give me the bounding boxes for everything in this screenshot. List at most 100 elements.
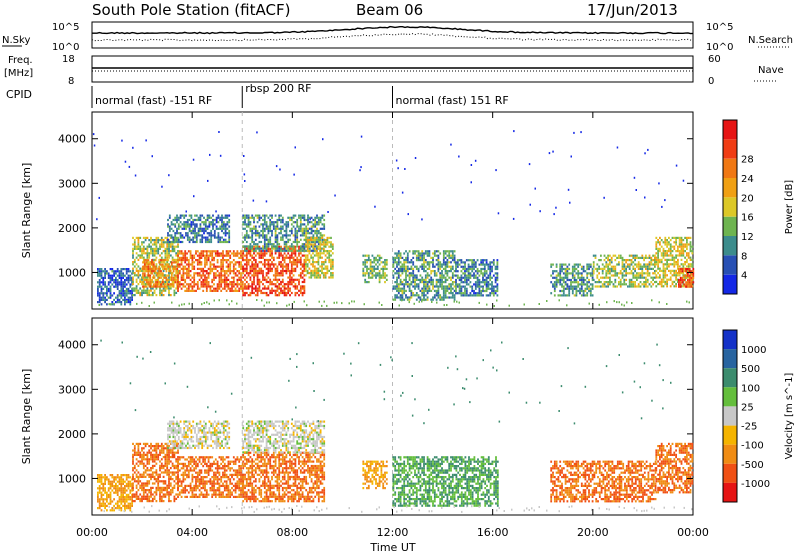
freq-label: Freq. [8,55,33,66]
colorbar-tick-0-4: 20 [741,193,754,204]
colorbar-tick-1-7: -1000 [741,479,770,490]
x-tick-6: 00:00 [677,526,709,539]
colorbar-tick-0-6: 28 [741,155,754,166]
freq-tick-high: 18 [62,54,75,65]
freq-panel: 18 8 60 0 [62,54,721,87]
colorbar-swatch-1-2 [723,368,737,388]
colorbar-label-1: Velocity [m s^-1] [784,373,795,460]
beam-label: Beam 06 [356,1,423,19]
echo-region-2 [167,420,231,450]
echo-region-4 [177,250,244,292]
echo-region-6 [362,460,388,490]
echo-region-4 [242,451,326,503]
colorbar-swatch-0-3 [723,216,737,236]
echo-region-5 [242,420,326,454]
y-tick-0-0: 1000 [58,266,86,279]
colorbar-tick-0-5: 24 [741,174,754,185]
colorbar-swatch-1-8 [723,482,737,502]
echo-region-6 [242,214,326,252]
nave-tick-low: 0 [708,76,714,87]
x-tick-1: 04:00 [176,526,208,539]
y-tick-0-3: 4000 [58,133,86,146]
x-axis-label: Time UT [369,541,415,554]
colorbar-tick-0-1: 8 [741,251,747,262]
cpid-label: CPID [6,88,32,101]
nsky-series [92,25,694,35]
colorbar-swatch-0-2 [723,236,737,256]
colorbar-tick-0-0: 4 [741,271,747,282]
echo-region-0 [97,268,133,306]
colorbar-swatch-0-6 [723,158,737,178]
y-tick-0-2: 3000 [58,177,86,190]
nsearch-series [91,32,694,42]
y-tick-0-1: 2000 [58,222,86,235]
power-colorbar: 4 8 12 16 20 24 28 Power [dB] [722,119,795,295]
colorbar-swatch-1-0 [723,330,737,350]
colorbar-swatch-1-1 [723,349,737,369]
colorbar-swatch-0-8 [723,120,737,140]
colorbar-swatch-1-3 [723,387,737,407]
velocity-panel: 1000 2000 3000 4000 Slant Range [km] [20,317,694,516]
colorbar-swatch-0-4 [723,197,737,217]
cpid-segment-0: normal (fast) -151 RF [95,94,212,107]
colorbar-swatch-1-7 [723,463,737,483]
x-axis-ticks: 00:00 04:00 08:00 12:00 16:00 20:00 00:00 [76,526,709,539]
echo-region-7 [304,236,334,279]
y-tick-1-2: 3000 [58,383,86,396]
x-tick-2: 08:00 [276,526,308,539]
echo-region-14 [678,268,695,288]
noise-tick-right-low: 10^0 [706,42,733,53]
y-axis-label-1: Slant Range [km] [20,369,33,465]
x-tick-3: 12:00 [377,526,409,539]
date-label: 17/Jun/2013 [587,1,678,19]
station-title: South Pole Station (fitACF) [92,1,290,19]
velocity-colorbar: 1000 500 100 25 -25 -100 -500 -1000 Velocity [m … [722,329,795,503]
colorbar-swatch-0-7 [723,139,737,159]
cpid-segment-1: rbsp 200 RF [245,82,311,95]
nsearch-label: N.Search [748,35,793,46]
colorbar-tick-0-2: 12 [741,232,754,243]
nave-tick-high: 60 [708,54,721,65]
echo-region-9 [655,442,694,494]
noise-panel: 10^5 10^0 10^5 10^0 [52,21,733,53]
y-tick-1-0: 1000 [58,472,86,485]
colorbar-swatch-1-6 [723,444,737,464]
freq-unit-label: [MHz] [4,68,33,79]
nsky-label: N.Sky [2,35,30,46]
echo-region-3 [167,214,231,244]
echo-region-10 [455,259,499,297]
echo-region-11 [550,263,594,297]
noise-tick-left-high: 10^5 [52,22,79,33]
echo-region-2 [142,259,179,288]
echo-region-7 [392,456,499,507]
colorbar-tick-1-1: 500 [741,364,760,375]
cpid-segment-2: normal (fast) 151 RF [396,94,509,107]
colorbar-label-0: Power [dB] [784,180,795,235]
y-tick-1-3: 4000 [58,339,86,352]
echo-region-0 [97,474,133,512]
colorbar-tick-1-6: -500 [741,460,764,471]
echo-region-9 [392,250,456,301]
nave-label: Nave [758,65,784,76]
x-tick-0: 00:00 [76,526,108,539]
colorbar-swatch-1-4 [723,406,737,426]
echo-region-12 [592,254,656,288]
echo-region-1 [132,442,179,503]
x-tick-4: 16:00 [477,526,509,539]
colorbar-tick-1-5: -100 [741,441,764,452]
y-axis-label-0: Slant Range [km] [20,163,33,259]
noise-tick-left-low: 10^0 [52,42,79,53]
power-panel: 1000 2000 3000 4000 Slant Range [km] [20,111,695,310]
colorbar-swatch-0-1 [723,255,737,275]
colorbar-tick-1-3: 25 [741,402,754,413]
echo-region-3 [177,456,244,498]
colorbar-tick-1-2: 100 [741,383,760,394]
y-tick-1-1: 2000 [58,428,86,441]
x-tick-5: 20:00 [577,526,609,539]
cpid-bar: normal (fast) -151 RF rbsp 200 RF normal (… [91,82,509,108]
colorbar-swatch-0-0 [723,274,737,294]
colorbar-tick-1-0: 1000 [741,345,766,356]
freq-tick-low: 8 [68,76,74,87]
echo-region-8 [362,254,388,284]
